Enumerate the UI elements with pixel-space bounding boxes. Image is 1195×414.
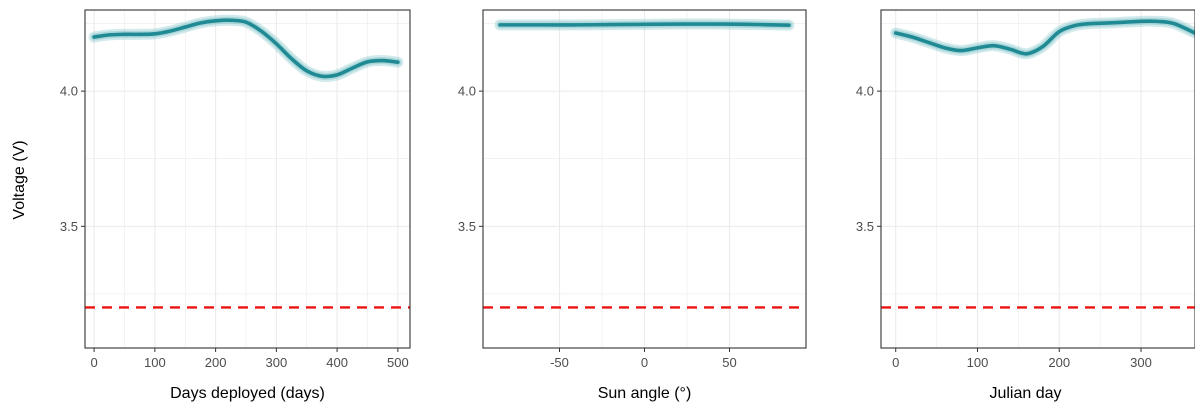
- panel-border: [880, 9, 1195, 349]
- series-line: [498, 22, 791, 27]
- plot-area: [483, 10, 806, 348]
- y-tick-label: 3.5: [458, 219, 476, 234]
- x-axis-title: Sun angle (°): [598, 385, 692, 402]
- x-tick-label: 0: [641, 355, 648, 370]
- x-tick-label: 300: [266, 355, 288, 370]
- x-tick-label: 300: [1130, 355, 1152, 370]
- x-tick-label: 100: [967, 355, 989, 370]
- plot-area: [881, 10, 1195, 348]
- plot-area: [85, 10, 410, 348]
- x-axis-title: Days deployed (days): [170, 385, 325, 402]
- y-tick-label: 3.5: [856, 219, 874, 234]
- x-tick-label: 400: [326, 355, 348, 370]
- x-tick-label: 0: [90, 355, 97, 370]
- y-tick-label: 3.5: [60, 219, 78, 234]
- y-tick-label: 4.0: [60, 84, 78, 99]
- x-tick-label: 50: [722, 355, 736, 370]
- x-tick-label: 500: [387, 355, 409, 370]
- x-tick-label: -50: [550, 355, 569, 370]
- y-tick-label: 4.0: [458, 84, 476, 99]
- panel-border: [84, 9, 411, 349]
- plot-background: [881, 10, 1195, 348]
- x-tick-label: 100: [144, 355, 166, 370]
- x-tick-label: 0: [892, 355, 899, 370]
- x-tick-label: 200: [1048, 355, 1070, 370]
- x-tick-label: 200: [205, 355, 227, 370]
- series-line: [893, 19, 1195, 56]
- series-line: [92, 18, 400, 79]
- y-tick-label: 4.0: [856, 84, 874, 99]
- panel-sun-angle: -50 0 50 3.5 4.0 Sun angle (°): [458, 9, 807, 402]
- panel-days-deployed: 0 100 200 300 400 500 3.5 4.0 Days deployed (day…: [60, 9, 411, 402]
- panel-julian-day: 0 100 200 300 3.5 4.0 Julian day: [856, 9, 1195, 402]
- y-axis-title: Voltage (V): [11, 140, 28, 219]
- x-axis-title: Julian day: [989, 385, 1061, 402]
